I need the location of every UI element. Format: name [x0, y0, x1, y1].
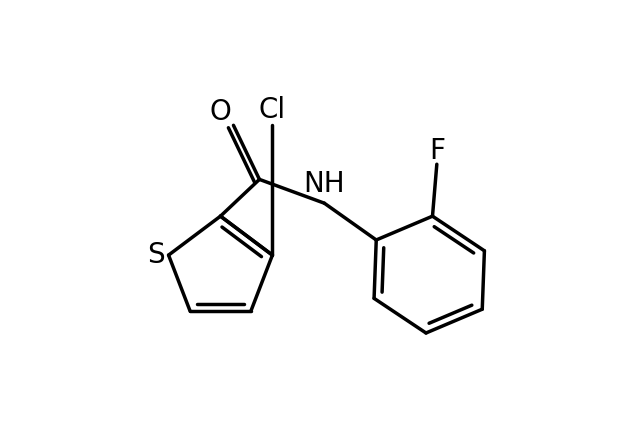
Text: NH: NH [303, 170, 345, 198]
Text: S: S [147, 241, 164, 269]
Text: Cl: Cl [259, 96, 286, 124]
Text: F: F [429, 137, 445, 165]
Text: O: O [210, 98, 232, 126]
